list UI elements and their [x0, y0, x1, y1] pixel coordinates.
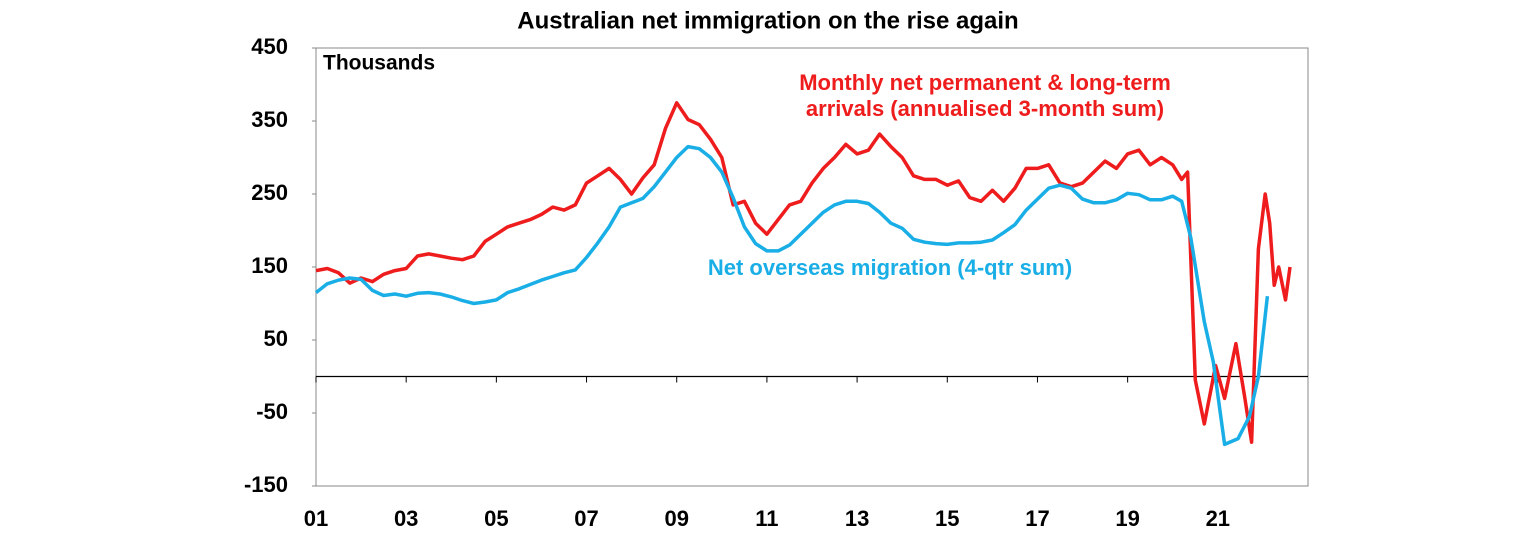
y-unit-label: Thousands — [323, 52, 435, 75]
series-line — [314, 144, 1270, 447]
y-tick-label: 150 — [251, 253, 288, 278]
x-tick-label: 01 — [304, 506, 328, 531]
y-tick-label: -50 — [256, 399, 288, 424]
y-tick-label: 50 — [264, 326, 288, 351]
series-line — [315, 101, 1292, 444]
x-tick-label: 21 — [1206, 506, 1230, 531]
x-tick-label: 17 — [1025, 506, 1049, 531]
annotation: Net overseas migration (4-qtr sum) — [708, 255, 1072, 280]
x-tick-label: 03 — [394, 506, 418, 531]
x-tick-label: 09 — [664, 506, 688, 531]
x-tick-label: 15 — [935, 506, 959, 531]
x-tick-label: 07 — [574, 506, 598, 531]
annotation: Monthly net permanent & long-term — [799, 70, 1171, 95]
annotation: arrivals (annualised 3-month sum) — [806, 96, 1164, 121]
y-tick-label: 350 — [251, 107, 288, 132]
y-tick-label: 450 — [251, 34, 288, 59]
x-tick-label: 13 — [845, 506, 869, 531]
x-tick-label: 11 — [755, 506, 778, 531]
y-tick-label: 250 — [251, 180, 288, 205]
x-tick-label: 05 — [484, 506, 508, 531]
x-tick-label: 19 — [1115, 506, 1139, 531]
y-tick-label: -150 — [244, 472, 288, 497]
chart-title: Australian net immigration on the rise a… — [517, 7, 1018, 34]
